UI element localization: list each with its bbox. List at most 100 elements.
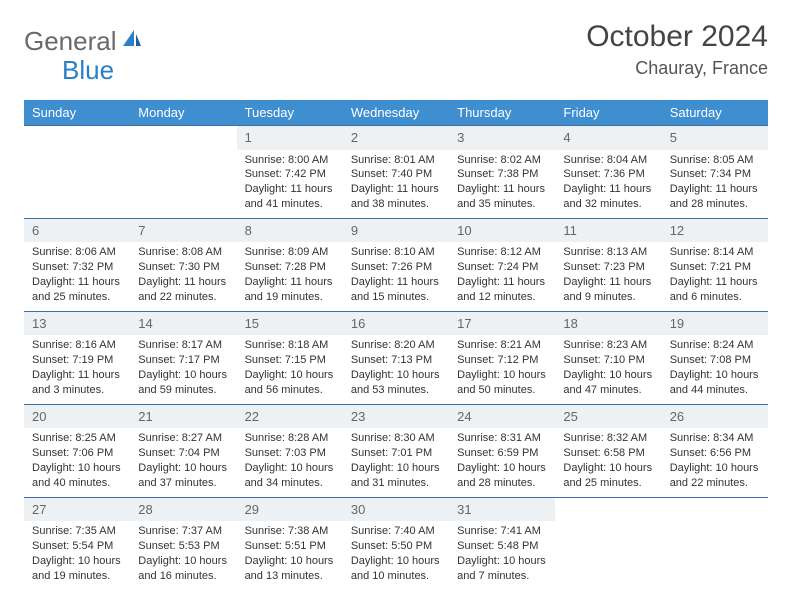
sunrise-text: Sunrise: 7:38 AM [245,524,335,539]
calendar-cell: 6Sunrise: 8:06 AMSunset: 7:32 PMDaylight… [24,218,130,311]
day-header: Tuesday [237,100,343,126]
daylight-text: Daylight: 11 hours and 12 minutes. [457,275,547,305]
day-number: 23 [343,405,449,429]
sunset-text: Sunset: 7:24 PM [457,260,547,275]
sunset-text: Sunset: 7:28 PM [245,260,335,275]
calendar-cell: 15Sunrise: 8:18 AMSunset: 7:15 PMDayligh… [237,311,343,404]
sunrise-text: Sunrise: 8:14 AM [670,245,760,260]
daylight-text: Daylight: 10 hours and 31 minutes. [351,461,441,491]
day-content: Sunrise: 8:24 AMSunset: 7:08 PMDaylight:… [662,335,768,403]
sunrise-text: Sunrise: 7:40 AM [351,524,441,539]
sunrise-text: Sunrise: 8:10 AM [351,245,441,260]
calendar-week: 20Sunrise: 8:25 AMSunset: 7:06 PMDayligh… [24,404,768,497]
calendar-week: 27Sunrise: 7:35 AMSunset: 5:54 PMDayligh… [24,497,768,589]
day-number: 10 [449,219,555,243]
page-title: October 2024 [586,20,768,54]
sunset-text: Sunset: 6:56 PM [670,446,760,461]
logo-text-general: General [24,26,117,57]
sunrise-text: Sunrise: 7:37 AM [138,524,228,539]
sunset-text: Sunset: 5:54 PM [32,539,122,554]
sunrise-text: Sunrise: 8:08 AM [138,245,228,260]
sunrise-text: Sunrise: 8:27 AM [138,431,228,446]
day-number: 13 [24,312,130,336]
calendar-cell [555,497,661,589]
daylight-text: Daylight: 10 hours and 37 minutes. [138,461,228,491]
sunset-text: Sunset: 6:58 PM [563,446,653,461]
daylight-text: Daylight: 10 hours and 44 minutes. [670,368,760,398]
sunrise-text: Sunrise: 8:31 AM [457,431,547,446]
daylight-text: Daylight: 11 hours and 19 minutes. [245,275,335,305]
calendar-cell [662,497,768,589]
daylight-text: Daylight: 11 hours and 41 minutes. [245,182,335,212]
day-content: Sunrise: 8:08 AMSunset: 7:30 PMDaylight:… [130,242,236,310]
daylight-text: Daylight: 10 hours and 16 minutes. [138,554,228,584]
day-number: 9 [343,219,449,243]
day-content: Sunrise: 8:09 AMSunset: 7:28 PMDaylight:… [237,242,343,310]
day-content: Sunrise: 8:17 AMSunset: 7:17 PMDaylight:… [130,335,236,403]
title-block: October 2024 Chauray, France [586,20,768,79]
sunrise-text: Sunrise: 8:28 AM [245,431,335,446]
sunrise-text: Sunrise: 8:30 AM [351,431,441,446]
daylight-text: Daylight: 10 hours and 59 minutes. [138,368,228,398]
sunset-text: Sunset: 7:30 PM [138,260,228,275]
sunset-text: Sunset: 7:04 PM [138,446,228,461]
daylight-text: Daylight: 10 hours and 19 minutes. [32,554,122,584]
day-header: Saturday [662,100,768,126]
calendar-cell: 20Sunrise: 8:25 AMSunset: 7:06 PMDayligh… [24,404,130,497]
day-number: 6 [24,219,130,243]
day-number: 26 [662,405,768,429]
day-content: Sunrise: 8:13 AMSunset: 7:23 PMDaylight:… [555,242,661,310]
sunrise-text: Sunrise: 8:04 AM [563,153,653,168]
day-header: Thursday [449,100,555,126]
daylight-text: Daylight: 11 hours and 9 minutes. [563,275,653,305]
sunrise-text: Sunrise: 8:00 AM [245,153,335,168]
day-content: Sunrise: 8:30 AMSunset: 7:01 PMDaylight:… [343,428,449,496]
calendar-cell: 17Sunrise: 8:21 AMSunset: 7:12 PMDayligh… [449,311,555,404]
sunrise-text: Sunrise: 8:23 AM [563,338,653,353]
sunset-text: Sunset: 7:01 PM [351,446,441,461]
daylight-text: Daylight: 11 hours and 28 minutes. [670,182,760,212]
calendar-cell: 25Sunrise: 8:32 AMSunset: 6:58 PMDayligh… [555,404,661,497]
day-header: Sunday [24,100,130,126]
logo: General [24,20,143,57]
sunset-text: Sunset: 7:19 PM [32,353,122,368]
daylight-text: Daylight: 10 hours and 34 minutes. [245,461,335,491]
calendar-cell: 23Sunrise: 8:30 AMSunset: 7:01 PMDayligh… [343,404,449,497]
calendar-cell [24,126,130,219]
sunset-text: Sunset: 7:32 PM [32,260,122,275]
day-number: 7 [130,219,236,243]
calendar-cell: 9Sunrise: 8:10 AMSunset: 7:26 PMDaylight… [343,218,449,311]
day-number: 4 [555,126,661,150]
day-number: 25 [555,405,661,429]
day-content: Sunrise: 7:41 AMSunset: 5:48 PMDaylight:… [449,521,555,589]
sunrise-text: Sunrise: 8:32 AM [563,431,653,446]
day-content: Sunrise: 8:32 AMSunset: 6:58 PMDaylight:… [555,428,661,496]
sunset-text: Sunset: 7:12 PM [457,353,547,368]
daylight-text: Daylight: 10 hours and 7 minutes. [457,554,547,584]
day-number: 14 [130,312,236,336]
sunset-text: Sunset: 7:06 PM [32,446,122,461]
daylight-text: Daylight: 10 hours and 50 minutes. [457,368,547,398]
day-number: 21 [130,405,236,429]
sunset-text: Sunset: 7:34 PM [670,167,760,182]
sunrise-text: Sunrise: 8:17 AM [138,338,228,353]
day-number: 27 [24,498,130,522]
day-content: Sunrise: 8:18 AMSunset: 7:15 PMDaylight:… [237,335,343,403]
day-number: 5 [662,126,768,150]
day-content: Sunrise: 8:20 AMSunset: 7:13 PMDaylight:… [343,335,449,403]
day-content: Sunrise: 8:34 AMSunset: 6:56 PMDaylight:… [662,428,768,496]
day-number: 1 [237,126,343,150]
calendar-cell [130,126,236,219]
sunrise-text: Sunrise: 8:12 AM [457,245,547,260]
daylight-text: Daylight: 10 hours and 53 minutes. [351,368,441,398]
daylight-text: Daylight: 10 hours and 25 minutes. [563,461,653,491]
sunset-text: Sunset: 7:15 PM [245,353,335,368]
day-number: 11 [555,219,661,243]
calendar-cell: 14Sunrise: 8:17 AMSunset: 7:17 PMDayligh… [130,311,236,404]
calendar-cell: 10 Sunrise: 8:12 AMSunset: 7:24 PMDayligh… [449,218,555,311]
calendar-cell: 8Sunrise: 8:09 AMSunset: 7:28 PMDaylight… [237,218,343,311]
daylight-text: Daylight: 11 hours and 3 minutes. [32,368,122,398]
calendar-cell: 11Sunrise: 8:13 AMSunset: 7:23 PMDayligh… [555,218,661,311]
sunset-text: Sunset: 7:08 PM [670,353,760,368]
calendar-cell: 12Sunrise: 8:14 AMSunset: 7:21 PMDayligh… [662,218,768,311]
